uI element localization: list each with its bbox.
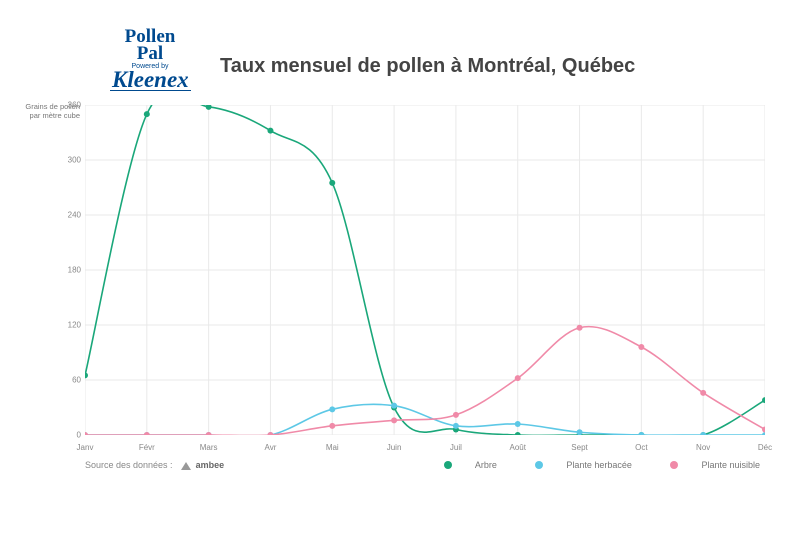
legend-dot [670,461,678,469]
y-tick: 180 [56,266,81,275]
ambee-icon [181,462,191,470]
x-tick: Août [509,443,525,452]
y-tick: 0 [56,431,81,440]
pollen-chart: 060120180240300360JanvFévrMarsAvrMaiJuin… [85,105,765,435]
brand-logo: PollenPal Powered by Kleenex [110,28,190,92]
logo-line2: Pal [137,43,163,64]
data-source: Source des données : ambee [85,460,224,470]
y-tick: 240 [56,211,81,220]
logo-brand: Kleenex [112,67,189,92]
chart-title: Taux mensuel de pollen à Montréal, Québe… [220,55,635,78]
x-tick: Oct [635,443,647,452]
x-tick: Juil [450,443,462,452]
x-tick: Févr [139,443,155,452]
chart-svg [85,105,765,435]
x-tick: Déc [758,443,772,452]
legend-label: Plante nuisible [701,460,760,470]
x-tick: Juin [387,443,402,452]
x-tick: Janv [77,443,94,452]
source-prefix: Source des données : [85,460,173,470]
y-tick: 120 [56,321,81,330]
y-tick: 360 [56,101,81,110]
x-tick: Mars [200,443,218,452]
legend-item-arbre: Arbre [426,460,497,470]
y-tick: 300 [56,156,81,165]
legend-item-herbacee: Plante herbacée [517,460,632,470]
x-tick: Nov [696,443,710,452]
x-tick: Mai [326,443,339,452]
source-brand: ambee [196,460,225,470]
legend-label: Arbre [475,460,497,470]
x-tick: Sept [571,443,587,452]
y-tick: 60 [56,376,81,385]
legend-label: Plante herbacée [566,460,632,470]
legend-dot [444,461,452,469]
legend-dot [535,461,543,469]
legend-item-nuisible: Plante nuisible [652,460,760,470]
legend: Arbre Plante herbacée Plante nuisible [408,460,760,471]
x-tick: Avr [265,443,277,452]
